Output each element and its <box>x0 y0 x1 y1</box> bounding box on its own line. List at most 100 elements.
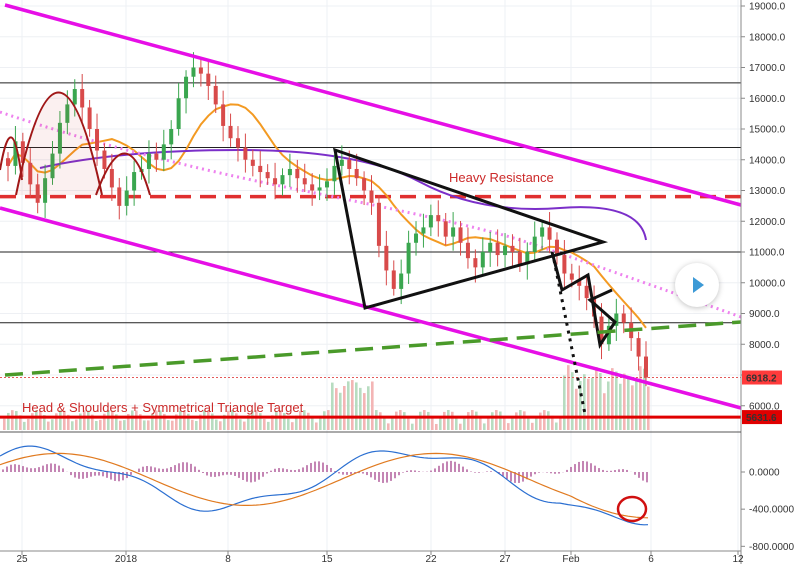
price-badge-label: 6918.2 <box>746 374 777 385</box>
candle-body <box>154 153 159 160</box>
candle-body <box>13 141 18 166</box>
volume-bar <box>135 410 138 430</box>
macd-axis-ticks: 0.0000 -400.0000 -800.0000 <box>741 468 794 553</box>
volume-bar <box>503 416 506 430</box>
channel-upper-line <box>4 3 742 207</box>
volume-bar <box>87 410 90 430</box>
candle-body <box>339 159 344 166</box>
volume-bar <box>595 367 598 430</box>
price-tick-label: 17000.0 <box>749 63 786 74</box>
candle-body <box>117 187 122 206</box>
volume-bar <box>187 413 190 430</box>
price-tick-label: 19000.0 <box>749 2 786 13</box>
price-tick-label: 10000.0 <box>749 278 786 289</box>
volume-bar <box>243 421 246 430</box>
candle-body <box>510 245 515 252</box>
volume-bar <box>411 423 414 430</box>
candle-body <box>362 178 367 191</box>
volume-bar <box>343 386 346 430</box>
volume-bar <box>271 415 274 430</box>
candle-body <box>132 172 137 191</box>
volume-bar <box>619 383 622 430</box>
volume-bar <box>43 415 46 430</box>
volume-bar <box>335 388 338 430</box>
volume-bar <box>111 410 114 430</box>
volume-bar <box>631 385 634 430</box>
price-badge-bg <box>742 370 782 385</box>
volume-bar <box>239 419 242 430</box>
candle-body <box>384 245 389 271</box>
volume-bar <box>31 413 34 430</box>
axes <box>0 0 742 564</box>
candle-body <box>621 313 626 323</box>
volume-bar <box>247 415 250 430</box>
volume-bar <box>47 421 50 430</box>
volume-bar <box>251 410 254 430</box>
left-shoulder-arc <box>0 136 23 181</box>
volume-bar <box>535 418 538 430</box>
volume-bar <box>19 415 22 430</box>
volume-bar <box>615 371 618 430</box>
volume-bar <box>515 412 518 430</box>
volume-bar <box>555 422 558 430</box>
volume-bar <box>447 410 450 430</box>
candle-body <box>606 325 611 345</box>
candle-body <box>80 89 85 108</box>
candle-body <box>198 67 203 74</box>
candle-body <box>488 242 493 252</box>
candle-body <box>480 252 485 268</box>
target-projection-dotted <box>552 259 587 415</box>
play-button[interactable] <box>675 263 719 307</box>
volume-bar <box>151 414 154 430</box>
candle-body <box>569 273 574 280</box>
volume-bar <box>107 410 110 430</box>
volume-bar <box>51 419 54 430</box>
volume-bar <box>623 373 626 430</box>
candle-body <box>458 227 463 243</box>
candle-body <box>124 190 129 206</box>
volume-bar <box>611 368 614 430</box>
volume-bar <box>583 374 586 430</box>
volume-bar <box>327 410 330 430</box>
price-badges: 6918.2 5631.6 <box>742 370 782 425</box>
volume-bar <box>203 410 206 430</box>
volume-bar <box>483 423 486 430</box>
volume-bar <box>207 410 210 430</box>
volume-bar <box>339 392 342 430</box>
candle-body <box>376 202 381 246</box>
candle-body <box>221 104 226 126</box>
head-arc <box>15 91 103 196</box>
volume-bar <box>163 413 166 430</box>
candle-body <box>443 221 448 237</box>
volume-bar <box>259 413 262 430</box>
candle-body <box>176 98 181 129</box>
candle-body <box>95 129 100 151</box>
candle-body <box>554 239 559 256</box>
volume-bar <box>131 410 134 430</box>
volume-bar <box>607 381 610 430</box>
candle-body <box>317 187 322 191</box>
volume-bar <box>127 413 130 430</box>
volume-bar <box>387 423 390 430</box>
breakdown-flags <box>550 251 617 350</box>
volume-bar <box>527 416 530 430</box>
candle-body <box>43 178 48 203</box>
candle-body <box>258 165 263 173</box>
volume-bar <box>215 419 218 430</box>
volume-bar <box>379 412 382 430</box>
candle-body <box>87 107 92 129</box>
volume-bar <box>547 411 550 430</box>
volume-bar <box>383 417 386 430</box>
candle-body <box>540 227 545 237</box>
price-badge-label: 5631.6 <box>746 413 777 424</box>
volume-bar <box>579 380 582 430</box>
time-tick-label: 15 <box>321 554 333 564</box>
candle-body <box>495 242 500 256</box>
volume-bar <box>275 410 278 430</box>
volume-bar <box>311 418 314 430</box>
macd-tick-label: 0.0000 <box>749 468 780 479</box>
volume-bar <box>467 412 470 430</box>
heavy-resistance-label: Heavy Resistance <box>449 170 554 185</box>
volume-bar <box>463 417 466 430</box>
time-axis-ticks: 25 2018 8 15 22 27 Feb 6 12 <box>16 551 744 564</box>
